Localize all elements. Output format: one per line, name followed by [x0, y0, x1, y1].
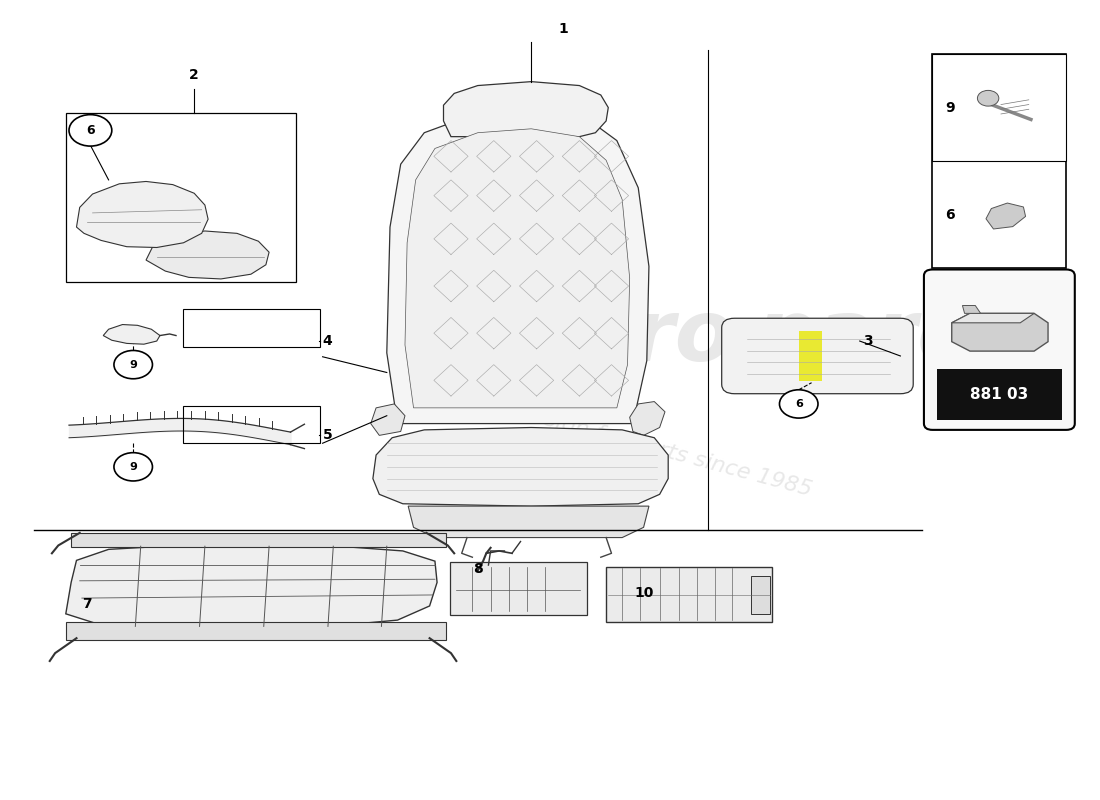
Polygon shape [986, 203, 1025, 229]
FancyBboxPatch shape [72, 533, 446, 547]
FancyBboxPatch shape [799, 331, 823, 381]
Circle shape [114, 350, 153, 378]
Text: 3: 3 [862, 334, 872, 348]
Text: 6: 6 [795, 399, 803, 409]
FancyBboxPatch shape [933, 54, 1066, 162]
Text: 5: 5 [322, 428, 332, 442]
Polygon shape [952, 314, 1034, 323]
Polygon shape [387, 109, 649, 423]
Polygon shape [146, 231, 270, 279]
Text: 2: 2 [189, 68, 199, 82]
Polygon shape [371, 404, 405, 435]
Text: 9: 9 [945, 101, 955, 114]
FancyBboxPatch shape [66, 622, 446, 640]
Polygon shape [405, 129, 629, 408]
Text: pares: pares [756, 296, 1027, 378]
Polygon shape [952, 314, 1048, 351]
Polygon shape [103, 325, 160, 344]
FancyBboxPatch shape [722, 318, 913, 394]
FancyBboxPatch shape [924, 270, 1075, 430]
Text: a passion for parts since 1985: a passion for parts since 1985 [484, 394, 814, 500]
Text: 10: 10 [635, 586, 654, 599]
Polygon shape [77, 182, 208, 247]
Text: 9: 9 [130, 462, 138, 472]
Circle shape [978, 90, 999, 106]
Text: 9: 9 [130, 360, 138, 370]
Polygon shape [373, 427, 668, 506]
Text: 8: 8 [473, 562, 483, 576]
Polygon shape [629, 402, 666, 435]
Polygon shape [408, 506, 649, 538]
Text: 6: 6 [86, 124, 95, 137]
FancyBboxPatch shape [606, 566, 772, 622]
FancyBboxPatch shape [933, 54, 1066, 269]
Text: 881 03: 881 03 [970, 387, 1028, 402]
Polygon shape [443, 82, 608, 137]
Text: 1: 1 [559, 22, 569, 36]
FancyBboxPatch shape [450, 562, 587, 615]
Circle shape [114, 453, 153, 481]
Text: 6: 6 [945, 208, 955, 222]
Polygon shape [962, 306, 980, 314]
FancyBboxPatch shape [750, 576, 770, 614]
FancyBboxPatch shape [937, 369, 1062, 421]
Text: Euro: Euro [513, 296, 735, 378]
Text: 4: 4 [322, 334, 332, 348]
Polygon shape [66, 546, 437, 628]
Circle shape [780, 390, 818, 418]
Circle shape [69, 114, 112, 146]
Text: 7: 7 [82, 598, 92, 611]
